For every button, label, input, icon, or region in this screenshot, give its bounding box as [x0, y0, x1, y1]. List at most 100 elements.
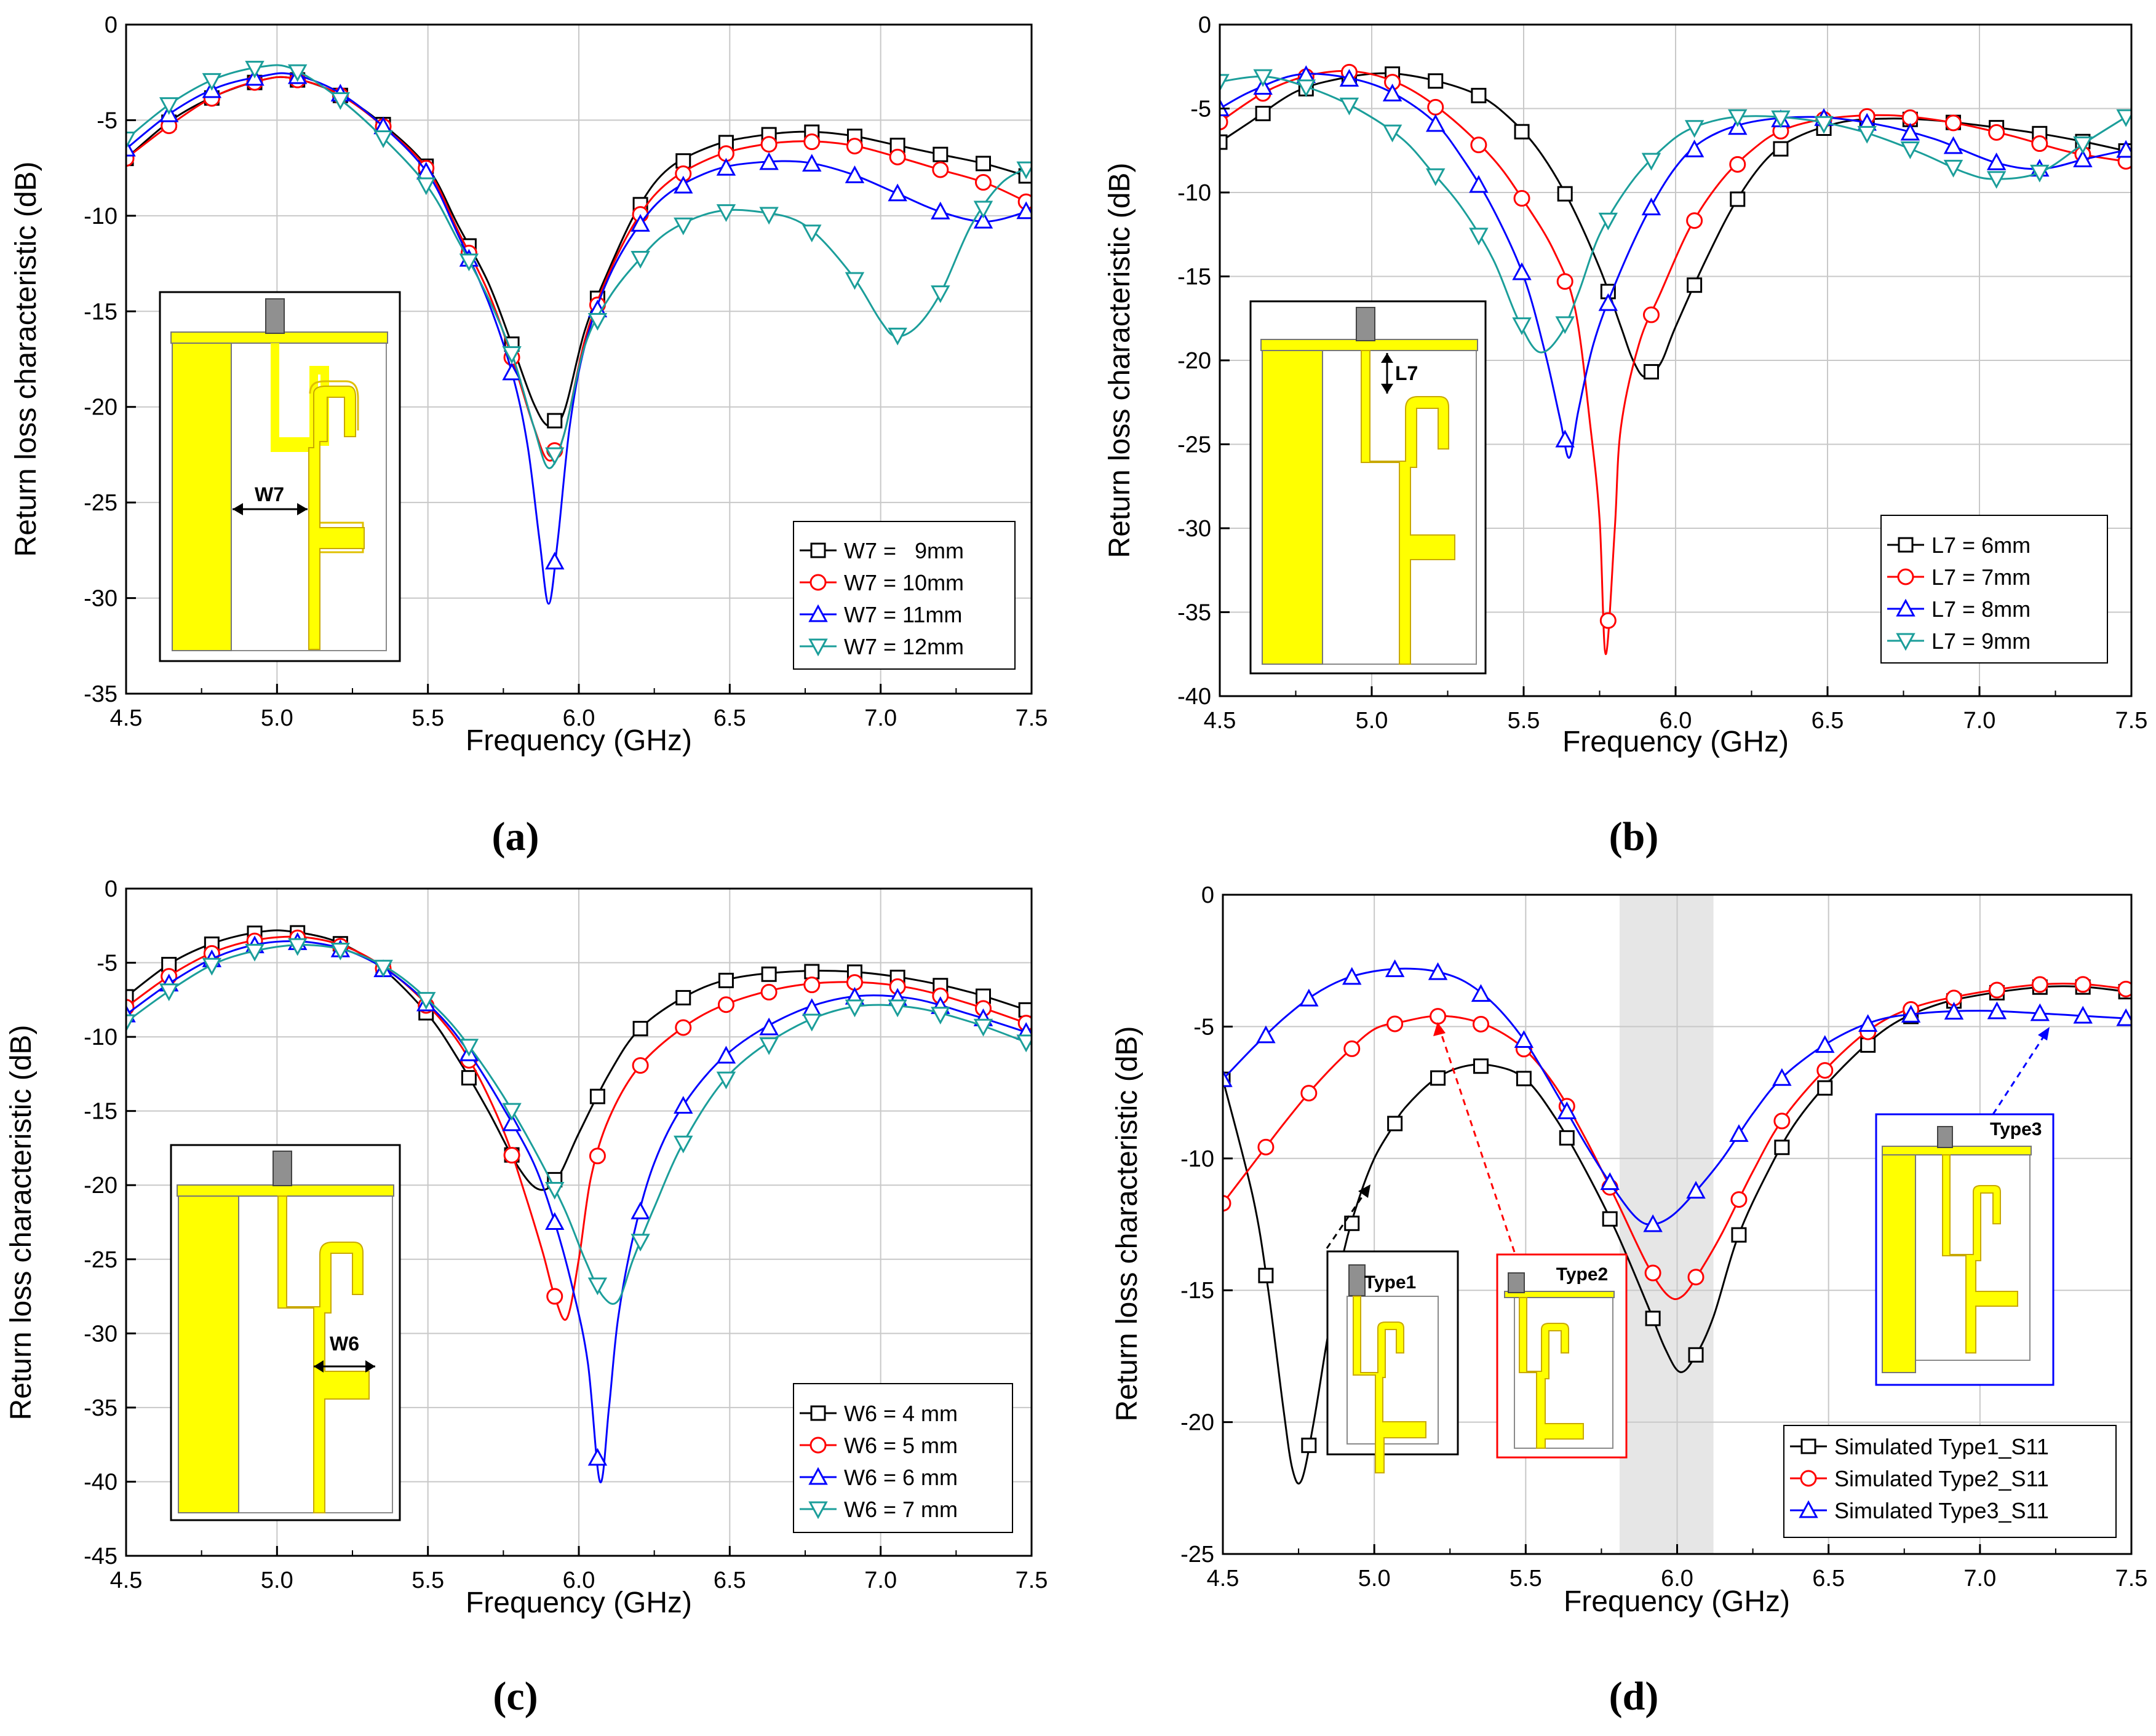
b-x-tick-label-2: 5.5: [1508, 708, 1540, 734]
a-series-3-marker: [759, 207, 779, 225]
a-series-3-marker: [126, 132, 136, 149]
b-legend-label-3: L7 = 9mm: [1931, 628, 2031, 654]
c-series-0-marker: [718, 972, 734, 988]
a-x-tick-label-5: 7.0: [864, 705, 897, 731]
a-series-1-marker: [760, 136, 778, 153]
d-y-tick-label-1: -5: [1193, 1014, 1214, 1040]
a-series-2-marker: [126, 138, 136, 157]
b-y-tick-label-7: -35: [1177, 600, 1211, 626]
b-series-3-marker: [1900, 141, 1920, 159]
a-x-tick-label-4: 6.5: [714, 705, 746, 731]
d-series-1-marker: [1988, 981, 2005, 999]
c-series-0-marker: [675, 989, 691, 1005]
d-series-0-marker: [1344, 1215, 1360, 1231]
d-series-1-marker: [2117, 980, 2131, 997]
b-series-line-3: [1220, 75, 2131, 354]
a-series-3-marker: [802, 224, 822, 243]
c-series-3-marker: [587, 1277, 608, 1296]
arrow-type1: [1326, 1189, 1368, 1249]
c-legend-marker-0: [810, 1405, 826, 1421]
inset-arrowhead-right: [297, 503, 308, 515]
panel-a: 4.5 5.0 5.5 6.0 6.5 7.0 7.5 0 -5 -10 -15 -20 -25 -30 -…: [10, 12, 1048, 859]
d-series-2-marker: [1901, 1005, 1921, 1023]
b-x-tick-label-5: 7.0: [1963, 708, 1996, 734]
c-y-tick-label-6: -30: [84, 1321, 117, 1347]
c-series-1-marker: [632, 1057, 649, 1074]
arrow-type3: [1992, 1032, 2047, 1115]
a-series-3-marker: [845, 272, 865, 290]
b-y-tick-label-2: -10: [1177, 180, 1211, 206]
b-series-3-marker: [1555, 316, 1575, 335]
c-series-2-marker: [674, 1096, 693, 1114]
c-legend-marker-3: [808, 1501, 828, 1520]
inset-type2-resonator: [1519, 1297, 1584, 1449]
panel-c-series: [126, 925, 1032, 1484]
a-series-2-marker: [931, 201, 950, 220]
c-series-3-marker: [1016, 1034, 1032, 1053]
b-series-2-marker: [1426, 114, 1446, 132]
c-series-2-marker: [759, 1017, 779, 1036]
a-series-1-marker: [932, 161, 949, 178]
b-legend-label-1: L7 = 7mm: [1931, 565, 2031, 590]
arrow-type2-head: [1433, 1022, 1446, 1036]
d-series-2-marker: [2073, 1005, 2093, 1024]
inset-type2-label: Type2: [1556, 1264, 1608, 1285]
b-series-2-marker: [1339, 69, 1359, 87]
d-series-2-marker: [1514, 1030, 1534, 1048]
panel-d-x-axis-label: Frequency (GHz): [1564, 1585, 1790, 1618]
d-x-tick-label-4: 6.5: [1812, 1566, 1845, 1591]
a-x-tick-label-0: 4.5: [110, 705, 143, 731]
d-series-2-marker: [1428, 962, 1448, 980]
a-legend-label-1: W7 = 10mm: [844, 570, 964, 595]
a-series-3-marker: [502, 346, 522, 364]
d-series-1-marker: [1343, 1040, 1361, 1057]
d-series-1-marker: [1386, 1015, 1404, 1032]
panel-c-x-axis-label: Frequency (GHz): [466, 1587, 692, 1619]
panel-d-highlight-band: [1619, 895, 1714, 1554]
c-x-tick-label-5: 7.0: [864, 1568, 897, 1593]
a-series-3-marker: [287, 64, 308, 82]
b-series-0-marker: [1471, 87, 1487, 103]
panel-b: 4.5 5.0 5.5 6.0 6.5 7.0 7.5 0 -5 -10 -15 -20 -25 -30 -…: [1104, 12, 2147, 859]
b-legend-label-0: L7 = 6mm: [1931, 533, 2031, 558]
arrow-type1-head: [1358, 1184, 1370, 1198]
c-series-1-marker: [546, 1288, 563, 1305]
c-y-tick-label-0: 0: [105, 876, 117, 902]
c-y-tick-label-5: -25: [84, 1247, 117, 1273]
a-series-1-marker: [803, 133, 821, 151]
inset-type3-label: Type3: [1990, 1119, 2042, 1139]
panel-a-inset: W7: [159, 291, 401, 662]
b-series-3-marker: [1426, 168, 1446, 186]
d-series-2-marker: [1557, 1101, 1577, 1119]
panel-c-ticks: 4.5 5.0 5.5 6.0 6.5 7.0 7.5 0 -5 -10 -15 -20 -25 -30 -…: [84, 876, 1048, 1593]
a-series-1-marker: [846, 138, 863, 155]
d-series-1-marker: [1257, 1138, 1275, 1155]
inset-arrowhead-left: [233, 503, 243, 515]
c-series-3-marker: [502, 1103, 522, 1121]
c-series-2-marker: [545, 1212, 565, 1230]
a-legend-marker-2: [808, 604, 828, 622]
a-y-tick-label-6: -30: [84, 586, 117, 612]
panel-a-label: (a): [492, 814, 539, 859]
b-series-2-marker: [1555, 429, 1575, 448]
b-series-0-marker: [1730, 191, 1746, 207]
b-series-0-marker: [1557, 186, 1573, 202]
b-series-1-marker: [2031, 135, 2048, 153]
a-y-tick-label-5: -25: [84, 490, 117, 516]
b-series-0-marker: [1687, 277, 1703, 293]
d-series-0-marker: [1731, 1227, 1747, 1243]
d-series-2-marker: [1342, 967, 1362, 985]
panel-a-legend: W7 = 9mm W7 = 10mm W7 = 11mm W7 = 12mm: [793, 521, 1016, 670]
panel-d: 4.5 5.0 5.5 6.0 6.5 7.0 7.5 0 -5 -10 -15 -20 -25 Fre…: [1111, 882, 2147, 1719]
panel-c: 4.5 5.0 5.5 6.0 6.5 7.0 7.5 0 -5 -10 -15 -20 -25 -30 -…: [5, 876, 1048, 1719]
c-series-3-marker: [931, 1007, 950, 1025]
inset-feedline-fill: [277, 1195, 370, 1513]
c-legend-label-2: W6 = 6 mm: [844, 1465, 958, 1490]
c-x-tick-label-3: 6.0: [563, 1568, 595, 1593]
d-legend-marker-1: [1800, 1470, 1817, 1487]
a-x-tick-label-3: 6.0: [563, 705, 595, 731]
c-x-tick-label-1: 5.0: [261, 1568, 293, 1593]
b-series-2-marker: [1900, 122, 1920, 141]
b-series-3-marker: [1339, 97, 1359, 116]
d-series-0-marker: [1516, 1071, 1532, 1087]
